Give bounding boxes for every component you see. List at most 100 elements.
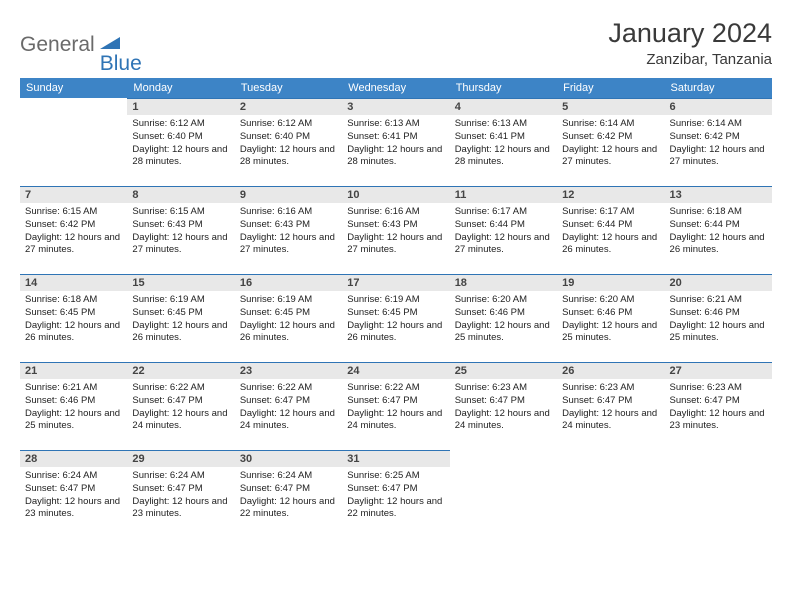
calendar-day-cell: 23Sunrise: 6:22 AMSunset: 6:47 PMDayligh…: [235, 362, 342, 450]
calendar-week-row: 1Sunrise: 6:12 AMSunset: 6:40 PMDaylight…: [20, 98, 772, 186]
location: Zanzibar, Tanzania: [608, 51, 772, 68]
calendar-week-row: 14Sunrise: 6:18 AMSunset: 6:45 PMDayligh…: [20, 274, 772, 362]
calendar-day-cell: 9Sunrise: 6:16 AMSunset: 6:43 PMDaylight…: [235, 186, 342, 274]
calendar-day-cell: 21Sunrise: 6:21 AMSunset: 6:46 PMDayligh…: [20, 362, 127, 450]
calendar-day-cell: 27Sunrise: 6:23 AMSunset: 6:47 PMDayligh…: [665, 362, 772, 450]
calendar-day-cell: 20Sunrise: 6:21 AMSunset: 6:46 PMDayligh…: [665, 274, 772, 362]
calendar-week-row: 28Sunrise: 6:24 AMSunset: 6:47 PMDayligh…: [20, 450, 772, 538]
day-number: 17: [342, 274, 449, 291]
weekday-header: Sunday: [20, 78, 127, 98]
calendar-day-cell: 6Sunrise: 6:14 AMSunset: 6:42 PMDaylight…: [665, 98, 772, 186]
calendar-day-cell: 22Sunrise: 6:22 AMSunset: 6:47 PMDayligh…: [127, 362, 234, 450]
day-body: Sunrise: 6:14 AMSunset: 6:42 PMDaylight:…: [665, 115, 772, 174]
calendar-day-cell: 7Sunrise: 6:15 AMSunset: 6:42 PMDaylight…: [20, 186, 127, 274]
day-number: 10: [342, 186, 449, 203]
day-body: Sunrise: 6:17 AMSunset: 6:44 PMDaylight:…: [557, 203, 664, 262]
day-body: Sunrise: 6:18 AMSunset: 6:44 PMDaylight:…: [665, 203, 772, 262]
day-number: 14: [20, 274, 127, 291]
calendar-day-cell: [450, 450, 557, 538]
day-body: Sunrise: 6:12 AMSunset: 6:40 PMDaylight:…: [127, 115, 234, 174]
day-number: 20: [665, 274, 772, 291]
calendar-day-cell: 18Sunrise: 6:20 AMSunset: 6:46 PMDayligh…: [450, 274, 557, 362]
logo-text-general: General: [20, 33, 95, 57]
calendar-day-cell: [20, 98, 127, 186]
day-body: Sunrise: 6:24 AMSunset: 6:47 PMDaylight:…: [235, 467, 342, 526]
day-body: Sunrise: 6:19 AMSunset: 6:45 PMDaylight:…: [235, 291, 342, 350]
day-body: Sunrise: 6:20 AMSunset: 6:46 PMDaylight:…: [557, 291, 664, 350]
day-number: 2: [235, 98, 342, 115]
calendar-day-cell: 4Sunrise: 6:13 AMSunset: 6:41 PMDaylight…: [450, 98, 557, 186]
day-body: Sunrise: 6:22 AMSunset: 6:47 PMDaylight:…: [127, 379, 234, 438]
day-number: 11: [450, 186, 557, 203]
day-number: 15: [127, 274, 234, 291]
day-body: Sunrise: 6:13 AMSunset: 6:41 PMDaylight:…: [342, 115, 449, 174]
day-number: 4: [450, 98, 557, 115]
day-number: 25: [450, 362, 557, 379]
day-body: Sunrise: 6:23 AMSunset: 6:47 PMDaylight:…: [665, 379, 772, 438]
day-number: 26: [557, 362, 664, 379]
calendar-table: SundayMondayTuesdayWednesdayThursdayFrid…: [20, 78, 772, 538]
logo-text-blue: Blue: [100, 52, 142, 76]
day-body: Sunrise: 6:25 AMSunset: 6:47 PMDaylight:…: [342, 467, 449, 526]
weekday-header: Monday: [127, 78, 234, 98]
day-number: 27: [665, 362, 772, 379]
day-number: 7: [20, 186, 127, 203]
calendar-day-cell: 13Sunrise: 6:18 AMSunset: 6:44 PMDayligh…: [665, 186, 772, 274]
calendar-day-cell: 12Sunrise: 6:17 AMSunset: 6:44 PMDayligh…: [557, 186, 664, 274]
day-body: Sunrise: 6:12 AMSunset: 6:40 PMDaylight:…: [235, 115, 342, 174]
calendar-day-cell: 10Sunrise: 6:16 AMSunset: 6:43 PMDayligh…: [342, 186, 449, 274]
calendar-day-cell: 3Sunrise: 6:13 AMSunset: 6:41 PMDaylight…: [342, 98, 449, 186]
weekday-header: Wednesday: [342, 78, 449, 98]
header: General Blue January 2024 Zanzibar, Tanz…: [20, 18, 772, 68]
calendar-day-cell: [665, 450, 772, 538]
day-number: 6: [665, 98, 772, 115]
day-number: 1: [127, 98, 234, 115]
day-body: Sunrise: 6:22 AMSunset: 6:47 PMDaylight:…: [342, 379, 449, 438]
day-number: 18: [450, 274, 557, 291]
day-number: 30: [235, 450, 342, 467]
calendar-day-cell: 31Sunrise: 6:25 AMSunset: 6:47 PMDayligh…: [342, 450, 449, 538]
weekday-header: Saturday: [665, 78, 772, 98]
day-body: Sunrise: 6:16 AMSunset: 6:43 PMDaylight:…: [235, 203, 342, 262]
day-body: Sunrise: 6:16 AMSunset: 6:43 PMDaylight:…: [342, 203, 449, 262]
calendar-day-cell: 28Sunrise: 6:24 AMSunset: 6:47 PMDayligh…: [20, 450, 127, 538]
day-number: 19: [557, 274, 664, 291]
day-number: 29: [127, 450, 234, 467]
calendar-day-cell: 8Sunrise: 6:15 AMSunset: 6:43 PMDaylight…: [127, 186, 234, 274]
calendar-day-cell: 2Sunrise: 6:12 AMSunset: 6:40 PMDaylight…: [235, 98, 342, 186]
day-body: Sunrise: 6:24 AMSunset: 6:47 PMDaylight:…: [20, 467, 127, 526]
month-title: January 2024: [608, 18, 772, 49]
calendar-day-cell: 29Sunrise: 6:24 AMSunset: 6:47 PMDayligh…: [127, 450, 234, 538]
calendar-day-cell: 11Sunrise: 6:17 AMSunset: 6:44 PMDayligh…: [450, 186, 557, 274]
day-body: Sunrise: 6:19 AMSunset: 6:45 PMDaylight:…: [342, 291, 449, 350]
calendar-day-cell: 5Sunrise: 6:14 AMSunset: 6:42 PMDaylight…: [557, 98, 664, 186]
day-number: 9: [235, 186, 342, 203]
day-number: 12: [557, 186, 664, 203]
day-body: Sunrise: 6:21 AMSunset: 6:46 PMDaylight:…: [20, 379, 127, 438]
calendar-day-cell: 1Sunrise: 6:12 AMSunset: 6:40 PMDaylight…: [127, 98, 234, 186]
calendar-day-cell: 17Sunrise: 6:19 AMSunset: 6:45 PMDayligh…: [342, 274, 449, 362]
day-body: Sunrise: 6:13 AMSunset: 6:41 PMDaylight:…: [450, 115, 557, 174]
day-body: Sunrise: 6:23 AMSunset: 6:47 PMDaylight:…: [450, 379, 557, 438]
day-body: Sunrise: 6:18 AMSunset: 6:45 PMDaylight:…: [20, 291, 127, 350]
weekday-header: Thursday: [450, 78, 557, 98]
calendar-day-cell: 19Sunrise: 6:20 AMSunset: 6:46 PMDayligh…: [557, 274, 664, 362]
day-body: Sunrise: 6:14 AMSunset: 6:42 PMDaylight:…: [557, 115, 664, 174]
day-number: 5: [557, 98, 664, 115]
day-body: Sunrise: 6:22 AMSunset: 6:47 PMDaylight:…: [235, 379, 342, 438]
calendar-day-cell: 14Sunrise: 6:18 AMSunset: 6:45 PMDayligh…: [20, 274, 127, 362]
calendar-day-cell: 16Sunrise: 6:19 AMSunset: 6:45 PMDayligh…: [235, 274, 342, 362]
day-number: 31: [342, 450, 449, 467]
day-body: Sunrise: 6:24 AMSunset: 6:47 PMDaylight:…: [127, 467, 234, 526]
calendar-header-row: SundayMondayTuesdayWednesdayThursdayFrid…: [20, 78, 772, 98]
calendar-day-cell: 25Sunrise: 6:23 AMSunset: 6:47 PMDayligh…: [450, 362, 557, 450]
calendar-day-cell: 26Sunrise: 6:23 AMSunset: 6:47 PMDayligh…: [557, 362, 664, 450]
calendar-week-row: 7Sunrise: 6:15 AMSunset: 6:42 PMDaylight…: [20, 186, 772, 274]
day-number: 21: [20, 362, 127, 379]
day-number: 16: [235, 274, 342, 291]
day-number: 23: [235, 362, 342, 379]
day-number: 13: [665, 186, 772, 203]
day-number: 3: [342, 98, 449, 115]
day-body: Sunrise: 6:20 AMSunset: 6:46 PMDaylight:…: [450, 291, 557, 350]
calendar-day-cell: 24Sunrise: 6:22 AMSunset: 6:47 PMDayligh…: [342, 362, 449, 450]
